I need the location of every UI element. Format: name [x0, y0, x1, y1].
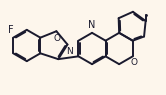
Text: O: O — [53, 34, 60, 43]
Text: N: N — [88, 20, 96, 30]
Text: O: O — [130, 58, 137, 67]
Text: F: F — [8, 25, 14, 35]
Text: N: N — [66, 47, 72, 56]
